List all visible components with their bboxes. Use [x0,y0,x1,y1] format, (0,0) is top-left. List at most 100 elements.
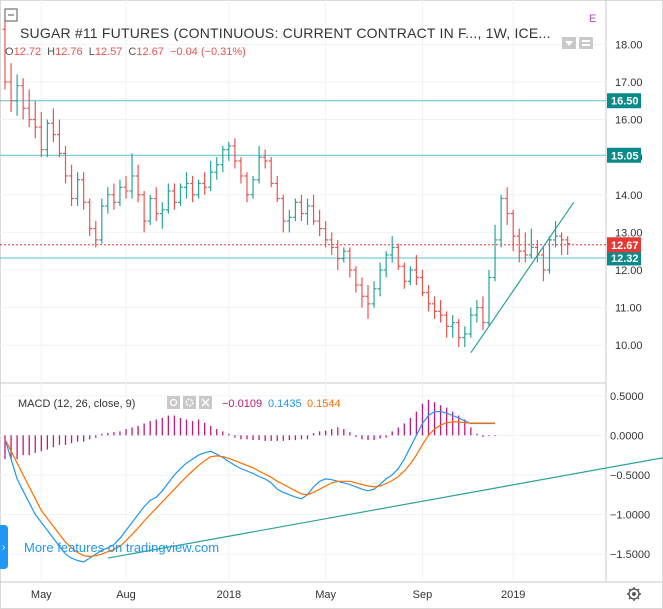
ohlc-bar [147,194,153,225]
ohlc-bar [99,198,105,244]
symbol-title[interactable]: SUGAR #11 FUTURES (CONTINUOUS: CURRENT C… [20,25,551,41]
price-tick-label: 12.00 [615,265,643,277]
ohlc-bar [323,221,329,248]
ohlc-bar [371,281,377,308]
ohlc-bar [56,119,62,158]
watermark-text[interactable]: More features on tradingview.com [24,540,219,555]
horizontal-levels [0,100,606,259]
ohlc-bar [528,228,534,259]
more-button[interactable] [579,37,593,49]
last-price-tag-text: 12.67 [611,240,639,252]
ohlc-bar [329,232,335,255]
ohlc-bar [244,172,250,203]
ohlc-bar [486,269,492,327]
chevron-right-icon: › [2,542,5,553]
ohlc-bar [232,138,238,169]
macd-trendline [107,457,663,559]
ohlc-bar [69,164,75,207]
ohlc-bar [129,153,135,199]
macd-line-value: 0.1435 [268,398,302,410]
level-price-tag: 16.50 [607,93,641,109]
ohlc-readout: O12.72 H12.76 L12.57 C12.67 −0.04 (−0.31… [5,46,246,58]
ohlc-bar [262,149,268,169]
time-axis[interactable]: May Aug 2018 May Sep 2019 [31,589,526,601]
ohlc-bar [462,326,468,348]
ohlc-label-open: O [5,46,14,58]
ohlc-bar [184,172,189,199]
ohlc-bar [20,78,26,120]
menu-icon-line-2 [582,44,590,46]
price-tick-label: 17.00 [615,77,643,89]
eye-icon[interactable] [167,396,180,409]
ohlc-bar [407,266,413,286]
watermark-banner[interactable]: › More features on tradingview.com [0,525,219,569]
price-trendline [470,201,575,354]
candlestick-series [2,18,571,348]
ohlc-bar [317,209,323,237]
ohlc-bar [63,145,68,184]
settings-gear-icon[interactable] [627,587,641,601]
ohlc-bar [26,89,32,128]
ohlc-bar [444,311,450,338]
price-tick-label: 16.00 [615,115,643,127]
side-tab[interactable] [0,525,8,569]
ohlc-bar [353,266,359,293]
ohlc-bar [50,108,56,143]
ohlc-bar [159,202,165,229]
ohlc-bar [468,307,474,338]
macd-tick-label: 0.0000 [610,430,644,442]
time-tick-label: May [315,589,336,601]
ohlc-bar [438,300,444,323]
last-price-tag: 12.67 [607,237,641,253]
ohlc-bar [365,285,371,319]
ohlc-bar [117,179,123,207]
level-price-tag: 15.05 [607,147,641,163]
ohlc-bar [111,183,117,210]
ohlc-label-low: L [89,46,95,58]
ohlc-bar [38,112,44,158]
level-price-tag: 12.32 [607,250,641,266]
level-price-tag-text: 15.05 [611,150,639,162]
ohlc-bar [165,183,171,214]
ohlc-bar [226,142,232,161]
ohlc-bar [516,228,522,263]
time-tick-label: 2018 [217,589,241,601]
macd-line [4,411,496,563]
price-tick-label: 14.00 [615,190,643,202]
close-icon-cross [201,398,210,407]
gear-icon-cog [185,398,194,407]
ohlc-bar [268,157,274,188]
ohlc-bar [238,157,244,184]
ohlc-bar [141,191,147,233]
ohlc-bar [208,160,214,191]
ohlc-bar [522,232,528,263]
chart-header: SUGAR #11 FUTURES (CONTINUOUS: CURRENT C… [4,8,596,58]
ohlc-bar [377,262,383,297]
ohlc-bar [432,296,438,319]
price-tick-label: 11.00 [615,303,642,315]
macd-signal-value: 0.1544 [307,398,341,410]
ohlc-bar [389,236,395,263]
gear-icon[interactable] [183,396,196,409]
time-tick-label: May [31,589,52,601]
ohlc-bar [456,318,462,348]
ohlc-bar [14,74,20,116]
macd-tick-label: 0.5000 [610,391,644,403]
time-tick-label: 2019 [501,589,525,601]
signal-line [4,421,496,558]
level-price-tag-box [607,93,641,109]
ohlc-bar [202,172,208,195]
ohlc-bar [347,247,353,278]
ohlc-bar [286,209,292,233]
trendlines [107,201,663,559]
ohlc-bar [335,239,341,270]
macd-tick-label: −0.5000 [610,470,650,482]
ohlc-bar [44,119,50,158]
price-tick-label: 18.00 [615,39,643,51]
ohlc-bar [2,18,8,90]
price-tick-label: 13.00 [615,227,643,239]
grid [0,0,606,582]
ohlc-bar [280,194,286,233]
